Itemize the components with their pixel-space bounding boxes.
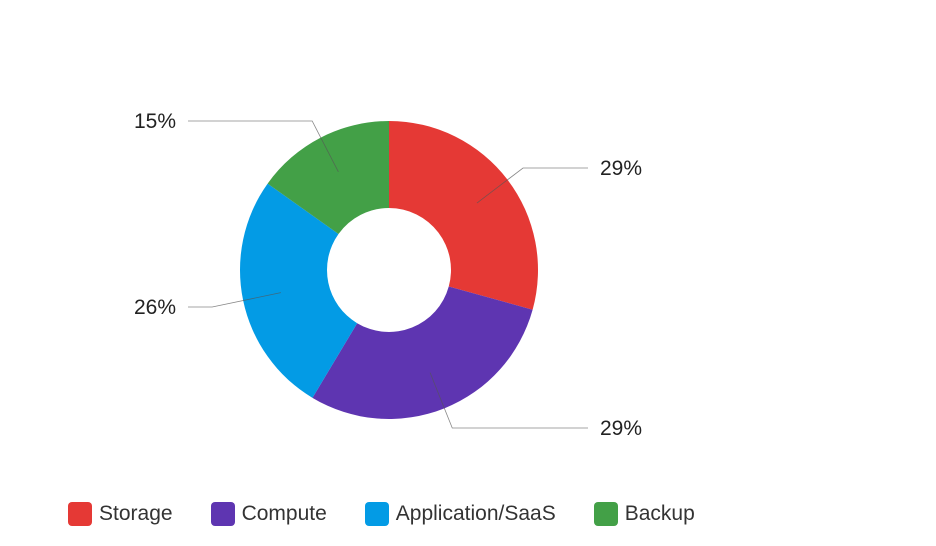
legend-swatch xyxy=(364,502,389,526)
donut-slice-storage[interactable] xyxy=(389,121,538,310)
legend-item-application-saas[interactable]: Application/SaaS xyxy=(364,502,556,526)
leader-line-application-saas xyxy=(188,292,281,308)
slice-label-application-saas: 26% xyxy=(134,296,176,319)
donut-slice-compute[interactable] xyxy=(312,286,533,419)
leader-line-storage xyxy=(476,167,588,204)
legend-label: Backup xyxy=(624,502,695,525)
donut-slice-application-saas[interactable] xyxy=(239,183,358,398)
slice-label-compute: 29% xyxy=(600,417,642,440)
legend-swatch xyxy=(210,502,235,526)
legend-item-backup[interactable]: Backup xyxy=(593,502,695,526)
leader-line-compute xyxy=(429,372,588,429)
slice-label-backup: 15% xyxy=(134,110,176,133)
legend-label: Storage xyxy=(99,502,173,525)
chart-legend: Storage Compute Application/SaaS Backup xyxy=(68,500,733,528)
leader-line-backup xyxy=(188,120,339,172)
legend-swatch xyxy=(68,502,92,526)
legend-swatch xyxy=(593,502,618,526)
legend-item-compute[interactable]: Compute xyxy=(210,502,327,526)
slice-label-storage: 29% xyxy=(600,157,642,180)
legend-label: Application/SaaS xyxy=(395,502,556,525)
legend-label: Compute xyxy=(241,502,327,525)
legend-item-storage[interactable]: Storage xyxy=(68,502,173,526)
donut-slice-backup[interactable] xyxy=(267,121,389,235)
